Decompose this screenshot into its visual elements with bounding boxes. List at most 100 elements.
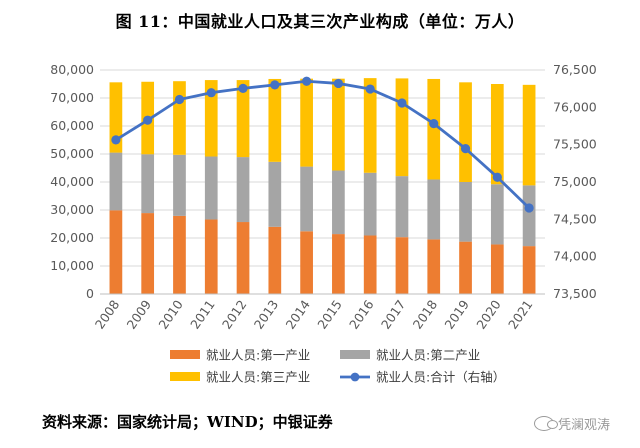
total-employment-point bbox=[460, 144, 471, 154]
total-employment-point bbox=[174, 94, 185, 105]
y-right-tick-label: 74,500 bbox=[553, 211, 597, 226]
legend-swatch bbox=[340, 350, 370, 359]
x-tick-label: 2017 bbox=[378, 297, 409, 332]
legend-label: 就业人员:第三产业 bbox=[206, 370, 310, 385]
total-employment-point bbox=[429, 119, 439, 129]
bar-segment-3 bbox=[522, 84, 536, 186]
bar-segment-1 bbox=[109, 210, 123, 294]
x-tick-label: 2020 bbox=[473, 297, 504, 332]
bar-segment-3 bbox=[395, 78, 409, 177]
bar-segment-1 bbox=[268, 226, 282, 294]
bar-segment-1 bbox=[522, 246, 536, 294]
bar-segment-1 bbox=[332, 234, 345, 294]
x-tick-label: 2011 bbox=[187, 297, 218, 332]
bar-segment-1 bbox=[204, 219, 218, 294]
bar-segment-2 bbox=[332, 170, 345, 235]
bar-segment-2 bbox=[363, 172, 377, 236]
x-tick-label: 2008 bbox=[92, 297, 123, 332]
bar-segment-1 bbox=[427, 239, 441, 294]
x-tick-label: 2016 bbox=[346, 297, 377, 332]
bar-segment-1 bbox=[395, 237, 409, 294]
bar-segment-3 bbox=[459, 82, 472, 182]
total-employment-point bbox=[302, 76, 312, 86]
bar-segment-2 bbox=[459, 182, 472, 242]
total-employment-point bbox=[206, 88, 216, 98]
x-tick-label: 2015 bbox=[314, 297, 345, 332]
y-right-tick-label: 74,000 bbox=[553, 249, 597, 264]
x-tick-label: 2009 bbox=[124, 297, 155, 332]
bar-segment-1 bbox=[173, 215, 186, 294]
total-employment-point bbox=[238, 83, 248, 93]
bar-segment-1 bbox=[490, 244, 504, 294]
stacked-bar-line-chart: 0 10,000 20,000 30,000 40,000 50,000 60,000 70,… bbox=[50, 62, 597, 385]
bar-segment-3 bbox=[490, 84, 504, 185]
total-employment-point bbox=[397, 98, 407, 108]
x-tick-label: 2013 bbox=[251, 297, 282, 332]
bar-segment-3 bbox=[427, 78, 441, 180]
bar-segment-2 bbox=[268, 161, 282, 227]
bar-segment-1 bbox=[141, 213, 155, 294]
y-right-tick-label: 75,000 bbox=[553, 174, 597, 189]
bar-segment-2 bbox=[141, 154, 155, 214]
bar-segment-1 bbox=[300, 231, 313, 294]
bar-segment-3 bbox=[300, 78, 313, 167]
wechat-icon bbox=[533, 416, 558, 431]
bar-segment-3 bbox=[204, 80, 218, 157]
bar-segment-1 bbox=[236, 222, 250, 294]
y-right-tick-label: 73,500 bbox=[553, 286, 597, 301]
x-tick-label: 2012 bbox=[219, 297, 250, 332]
bar-segment-1 bbox=[363, 235, 377, 294]
source-note: 资料来源：国家统计局；WIND；中银证券 bbox=[42, 413, 333, 431]
y-left-tick-label: 50,000 bbox=[50, 146, 94, 161]
y-left-tick-label: 60,000 bbox=[50, 118, 94, 133]
y-right-tick-label: 76,500 bbox=[553, 62, 597, 77]
chart-area: 0 10,000 20,000 30,000 40,000 50,000 60,000 70,… bbox=[40, 48, 605, 396]
watermark-text: 凭澜观涛 bbox=[557, 418, 610, 433]
total-employment-line bbox=[115, 79, 531, 209]
bar-segment-3 bbox=[236, 80, 250, 158]
y-right-tick-label: 75,500 bbox=[553, 137, 597, 152]
bar-segment-2 bbox=[204, 156, 218, 220]
bar-segment-2 bbox=[490, 184, 504, 245]
y-right-tick-label: 76,000 bbox=[553, 99, 597, 114]
bar-segment-2 bbox=[395, 176, 409, 238]
bar-segment-3 bbox=[109, 82, 123, 153]
y-left-tick-label: 80,000 bbox=[50, 62, 94, 77]
y-left-tick-label: 30,000 bbox=[50, 202, 94, 217]
legend-swatch bbox=[170, 350, 200, 359]
watermark: 凭澜观涛 bbox=[533, 414, 610, 433]
bar-segment-2 bbox=[173, 154, 186, 216]
legend-label: 就业人员:第一产业 bbox=[206, 348, 310, 363]
bar-segment-2 bbox=[522, 185, 536, 247]
bar-segment-3 bbox=[332, 78, 345, 171]
total-employment-point bbox=[524, 203, 534, 213]
total-employment-point bbox=[111, 135, 121, 145]
y-left-tick-label: 0 bbox=[86, 286, 94, 301]
legend-swatch bbox=[170, 372, 200, 381]
x-tick-label: 2021 bbox=[505, 297, 536, 332]
bar-segment-2 bbox=[300, 166, 313, 232]
legend-label: 就业人员:第二产业 bbox=[376, 348, 480, 363]
bar-segment-2 bbox=[427, 179, 441, 240]
bar-segment-2 bbox=[109, 152, 123, 211]
bar-segment-3 bbox=[268, 78, 282, 162]
chart-title: 图 11：中国就业人口及其三次产业构成（单位：万人） bbox=[115, 12, 525, 31]
total-employment-point bbox=[143, 115, 153, 125]
bar-segment-3 bbox=[173, 81, 186, 155]
total-employment-point bbox=[333, 78, 343, 89]
x-tick-label: 2010 bbox=[155, 297, 186, 332]
total-employment-point bbox=[270, 80, 280, 90]
total-employment-point bbox=[365, 84, 375, 94]
bar-segment-3 bbox=[363, 78, 377, 173]
legend-marker bbox=[350, 372, 360, 382]
x-tick-label: 2018 bbox=[410, 297, 441, 332]
y-left-tick-label: 70,000 bbox=[50, 90, 94, 105]
bar-segment-1 bbox=[459, 241, 472, 294]
legend-label: 就业人员:合计（右轴） bbox=[376, 370, 505, 385]
y-left-tick-label: 10,000 bbox=[50, 258, 94, 273]
total-employment-point bbox=[492, 172, 502, 182]
x-tick-label: 2019 bbox=[441, 297, 472, 332]
y-left-tick-label: 40,000 bbox=[50, 174, 94, 189]
x-tick-label: 2014 bbox=[283, 297, 314, 332]
bar-segment-2 bbox=[236, 157, 250, 223]
